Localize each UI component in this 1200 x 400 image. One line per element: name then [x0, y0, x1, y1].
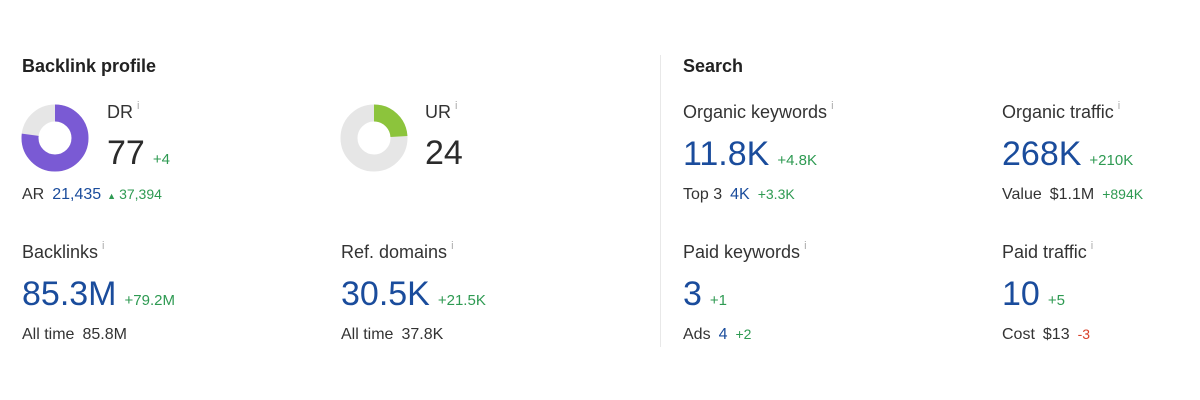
donut-arc: [340, 104, 408, 172]
sub-label: Cost: [1002, 326, 1035, 343]
info-icon: i: [804, 240, 807, 252]
donut: [21, 104, 89, 172]
metric-label: Ref. domains: [341, 242, 448, 262]
metric-value: 24: [425, 134, 463, 172]
metric-change: +4.8K: [777, 152, 817, 169]
sub-change: +3.3K: [757, 186, 795, 202]
sub-value: 85.8M: [82, 326, 127, 343]
sub-change: -3: [1077, 326, 1091, 342]
metric-change: +4: [152, 151, 170, 168]
sub-value: 21,435: [52, 186, 102, 203]
section-title: Backlink profile: [22, 56, 157, 76]
metric-sub-row: All time 85.8M: [22, 326, 127, 344]
metric-label-row: Backlinks i: [22, 240, 105, 263]
metric-label: UR: [425, 102, 451, 122]
metric-label: Paid keywords: [683, 242, 801, 262]
metric-value: 85.3M: [22, 275, 117, 313]
metric-label: Organic keywords: [683, 102, 828, 122]
metric-change: +5: [1047, 292, 1065, 309]
info-icon: i: [455, 100, 458, 112]
metric-label-row: Organic traffic i: [1002, 100, 1121, 123]
metric-value-row: 30.5K +21.5K: [341, 275, 486, 314]
sub-label: Top 3: [683, 186, 723, 203]
info-icon: i: [102, 240, 105, 252]
info-icon: i: [1117, 100, 1121, 112]
metric-value: 77: [107, 134, 145, 172]
metric-value: 10: [1002, 275, 1040, 313]
metric-value-row: 85.3M +79.2M: [22, 275, 175, 314]
info-icon: i: [137, 100, 140, 112]
metric-sub-row: Top 3 4K +3.3K: [683, 186, 795, 204]
metric-change: +1: [709, 292, 728, 309]
sub-value: $1.1M: [1049, 186, 1095, 203]
sub-change: +2: [735, 326, 752, 342]
donut: [340, 104, 408, 172]
info-icon: i: [1090, 240, 1094, 252]
metric-label-row: DR i: [107, 100, 140, 123]
metric-label: Backlinks: [22, 242, 99, 262]
up-arrow: ▲: [107, 191, 117, 201]
metric-value-row: 3 +1: [683, 275, 727, 314]
info-icon: i: [831, 100, 834, 112]
ar-row: AR 21,435 ▲ 37,394: [22, 186, 162, 204]
metric-sub-row: Value $1.1M +894K: [1002, 186, 1143, 204]
metric-label-row: Paid keywords i: [683, 240, 807, 263]
metric-value-row: 10 +5: [1002, 275, 1065, 314]
metric-value-row: 24: [425, 134, 463, 173]
metric-value: 268K: [1002, 135, 1082, 173]
metric-label-row: UR i: [425, 100, 458, 123]
sub-value: 4: [718, 326, 728, 343]
metric-value-row: 77 +4: [107, 134, 170, 173]
metric-change: +79.2M: [124, 292, 175, 309]
metric-sub-row: All time 37.8K: [341, 326, 443, 344]
metric-label: Organic traffic: [1002, 102, 1114, 122]
sub-value: 37.8K: [401, 326, 444, 343]
metric-value-row: 268K +210K: [1002, 135, 1133, 174]
sub-change: +894K: [1102, 186, 1144, 202]
metric-label-row: Ref. domains i: [341, 240, 454, 263]
metric-value: 11.8K: [683, 135, 770, 173]
metric-value-row: 11.8K +4.8K: [683, 135, 817, 174]
section-title: Search: [683, 56, 744, 76]
divider: [660, 55, 661, 347]
metric-change: +21.5K: [437, 292, 486, 309]
sub-label: All time: [341, 326, 394, 343]
metric-change: +210K: [1089, 152, 1134, 169]
metric-label-row: Organic keywords i: [683, 100, 834, 123]
metric-sub-row: Ads 4 +2: [683, 326, 751, 344]
sub-label: Ads: [683, 326, 711, 343]
metric-value: 30.5K: [341, 275, 430, 313]
metric-sub-row: Cost $13 -3: [1002, 326, 1090, 344]
sub-change: 37,394: [119, 186, 162, 202]
metric-label: DR: [107, 102, 133, 122]
sub-label: AR: [22, 186, 45, 203]
sub-label: Value: [1002, 186, 1042, 203]
donut-arc: [21, 104, 89, 172]
metric-value: 3: [683, 275, 702, 313]
metric-label-row: Paid traffic i: [1002, 240, 1094, 263]
sub-value: 4K: [730, 186, 750, 203]
sub-label: All time: [22, 326, 75, 343]
sub-change-wrap: ▲ 37,394: [107, 186, 162, 202]
sub-value: $13: [1042, 326, 1070, 343]
metric-label: Paid traffic: [1002, 242, 1087, 262]
info-icon: i: [451, 240, 454, 252]
